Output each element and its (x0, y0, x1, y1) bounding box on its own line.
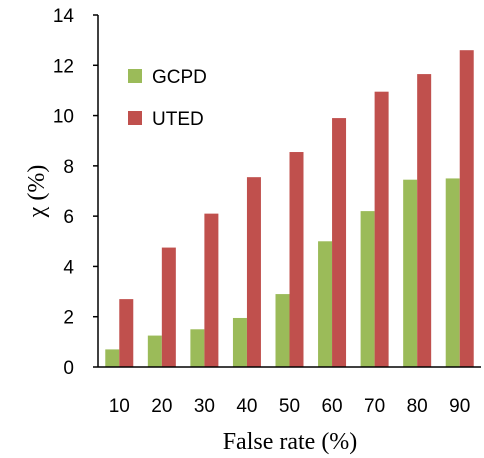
x-tick-label: 30 (194, 396, 215, 417)
x-tick-label: 20 (151, 396, 172, 417)
x-axis-title: False rate (%) (223, 429, 358, 455)
bar-uted-80 (417, 74, 432, 367)
y-tick-label: 4 (63, 257, 74, 278)
bar-uted-30 (204, 213, 219, 367)
y-axis-ticks: 0 2 4 6 8 10 12 14 (53, 6, 98, 379)
y-axis-title: χ (%) (24, 165, 50, 219)
bar-uted-70 (374, 91, 389, 367)
bar-uted-90 (459, 50, 474, 367)
y-tick-label: 14 (53, 6, 75, 27)
bar-uted-10 (119, 299, 134, 367)
bar-gcpd-40 (232, 317, 247, 367)
legend-label-uted: UTED (152, 109, 204, 130)
bar-gcpd-70 (360, 211, 375, 367)
y-tick-label: 8 (63, 157, 74, 178)
x-tick-label: 70 (364, 396, 385, 417)
bar-uted-40 (246, 177, 261, 367)
y-tick-label: 6 (63, 207, 74, 228)
x-tick-label: 80 (407, 396, 428, 417)
x-tick-label: 10 (109, 396, 130, 417)
x-axis-ticks: 10 20 30 40 50 60 70 80 90 (109, 396, 471, 417)
bar-gcpd-10 (105, 349, 120, 367)
y-tick-label: 2 (63, 308, 74, 329)
bar-uted-60 (332, 118, 347, 367)
bar-gcpd-50 (275, 294, 290, 367)
legend: GCPD UTED (128, 67, 207, 130)
x-tick-label: 50 (279, 396, 300, 417)
bars (105, 50, 474, 367)
x-tick-label: 40 (236, 396, 257, 417)
bar-gcpd-80 (403, 179, 418, 367)
legend-swatch-uted (128, 111, 142, 125)
bar-uted-50 (289, 152, 304, 367)
y-tick-label: 10 (53, 107, 74, 128)
y-tick-label: 12 (53, 56, 74, 77)
bar-uted-20 (161, 247, 176, 367)
legend-swatch-gcpd (128, 69, 142, 83)
bar-gcpd-30 (190, 329, 205, 367)
bar-gcpd-20 (147, 335, 162, 367)
x-tick-label: 90 (449, 396, 470, 417)
bar-gcpd-60 (318, 241, 333, 367)
y-tick-label: 0 (63, 358, 74, 379)
x-tick-label: 60 (321, 396, 342, 417)
bar-gcpd-90 (445, 178, 460, 367)
legend-label-gcpd: GCPD (152, 67, 207, 88)
